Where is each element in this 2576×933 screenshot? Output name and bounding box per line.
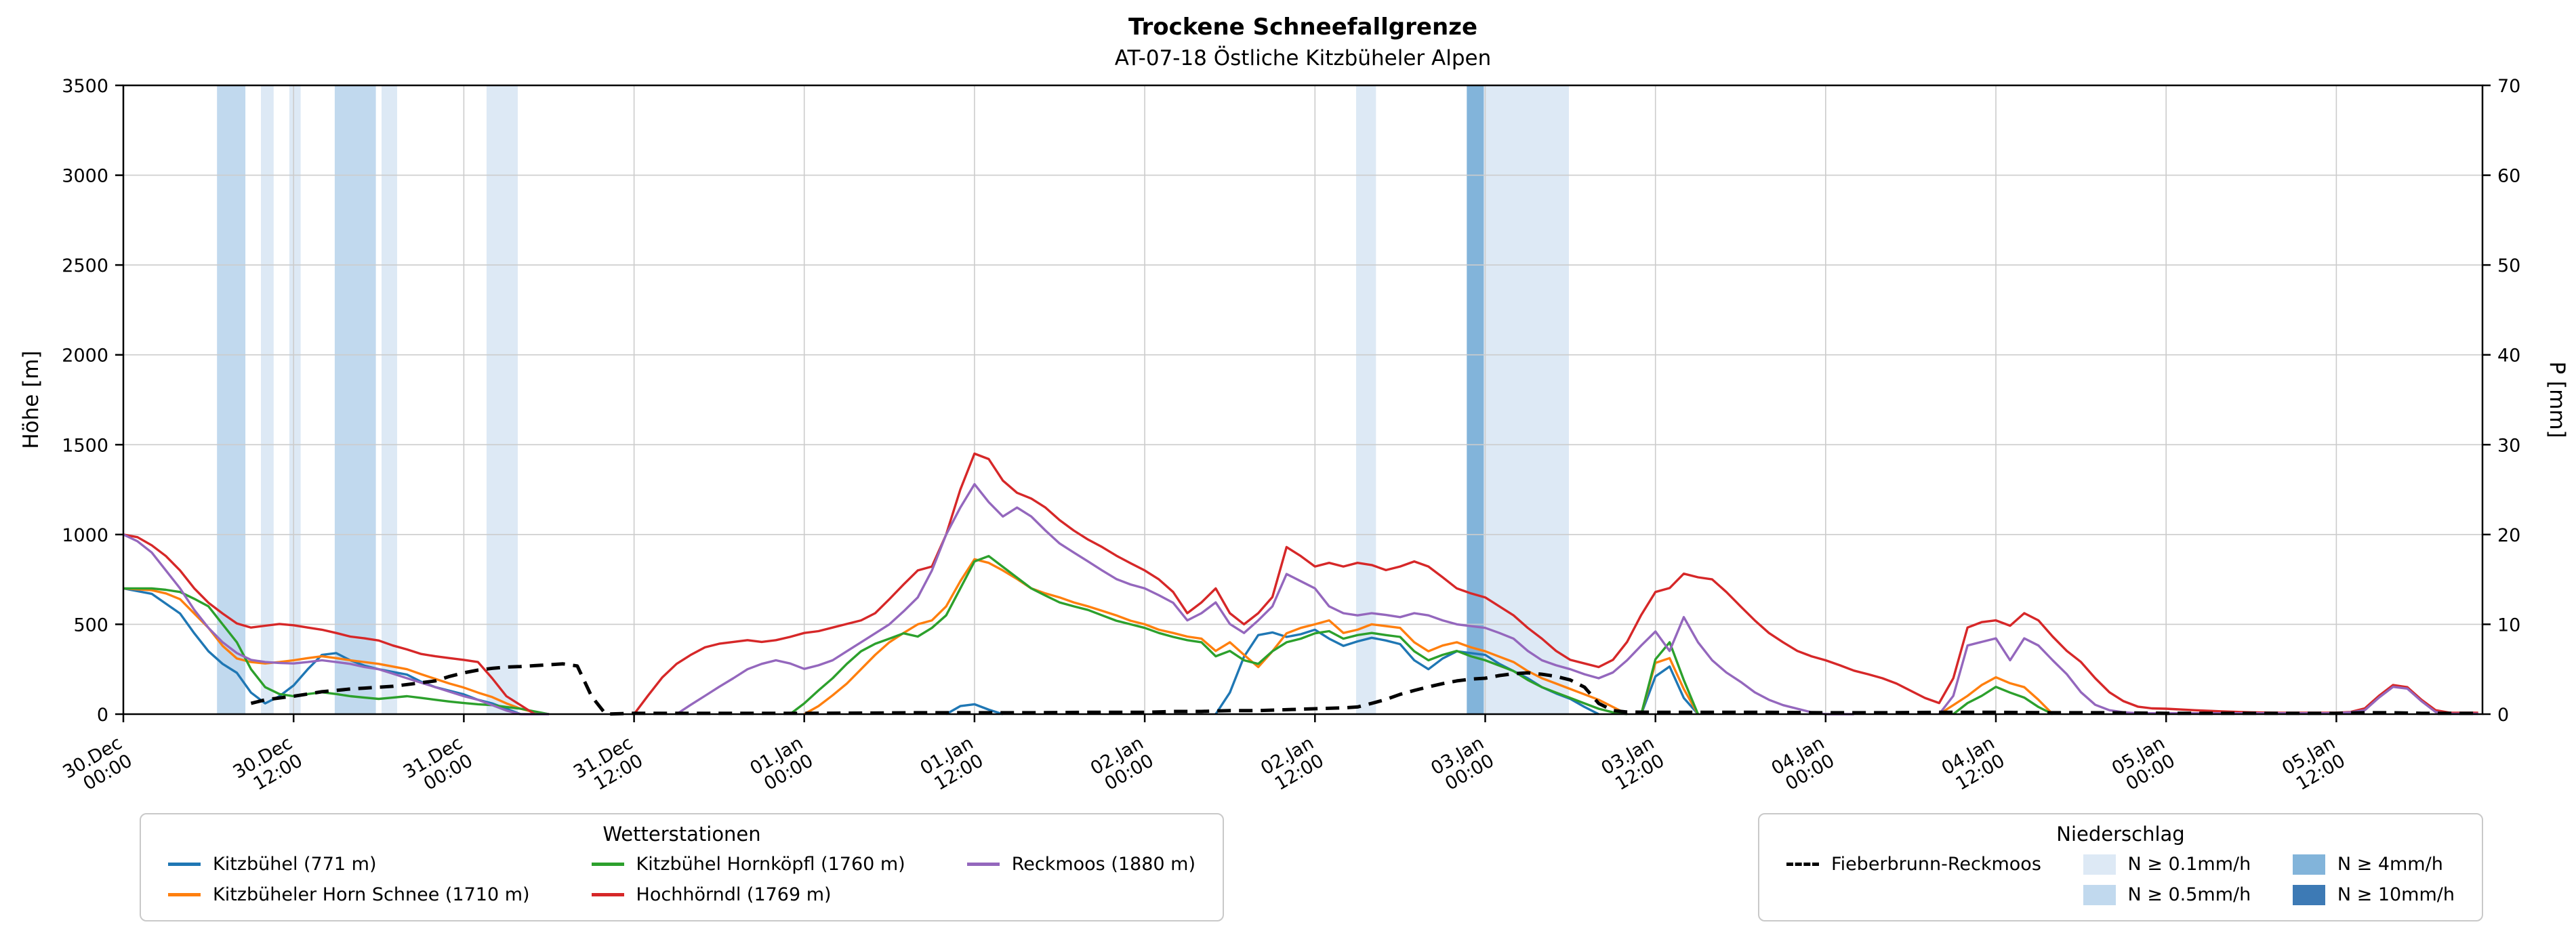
y-tick-label-left: 3500 <box>62 76 108 97</box>
y-tick-label-right: 70 <box>2497 76 2520 97</box>
plot-frame <box>122 84 2484 716</box>
legend-item-reckmoos: Reckmoos (1880 m) <box>966 854 1195 875</box>
x-tick-label: 04.Jan12:00 <box>1938 732 2009 797</box>
precip-legend-col-3: N ≥ 4mm/h N ≥ 10mm/h <box>2292 854 2455 905</box>
legend-item-label: N ≥ 4mm/h <box>2337 854 2443 875</box>
dashed-line-swatch <box>1786 863 1819 866</box>
line-swatch <box>591 893 624 896</box>
line-swatch <box>966 863 1000 866</box>
y-tick-label-left: 2000 <box>62 346 108 367</box>
precip-legend: Niederschlag Fieberbrunn-Reckmoos N ≥ 0.… <box>1758 813 2483 921</box>
x-tick-label: 03.Jan00:00 <box>1427 732 1498 797</box>
stations-legend-col-3: Reckmoos (1880 m) <box>966 854 1195 875</box>
y-tick-label-left: 2500 <box>62 255 108 276</box>
precip-band <box>217 85 246 714</box>
legend-item-label: Fieberbrunn-Reckmoos <box>1831 854 2041 875</box>
legend-item-precip-01: N ≥ 0.1mm/h <box>2083 854 2251 875</box>
y-tick-label-right: 20 <box>2497 525 2520 546</box>
precip-patch-swatch <box>2083 854 2116 875</box>
precip-legend-col-1: Fieberbrunn-Reckmoos <box>1786 854 2041 875</box>
plot-area: 30.Dec00:00 30.Dec12:00 31.Dec00:00 31.Dec1… <box>19 76 2569 800</box>
x-tick-label: 04.Jan00:00 <box>1768 732 1839 797</box>
y-tick-label-right: 30 <box>2497 435 2520 456</box>
x-tick-label: 30.Dec12:00 <box>230 732 306 800</box>
precip-patch-swatch <box>2292 854 2325 875</box>
y-tick-label-right: 0 <box>2497 705 2509 726</box>
x-tick-label: 05.Jan12:00 <box>2278 732 2349 797</box>
x-tick-label: 01.Jan00:00 <box>746 732 817 797</box>
y-tick-label-left: 0 <box>97 705 108 726</box>
x-tick-label: 02.Jan12:00 <box>1257 732 1328 797</box>
chart-title: Trockene Schneefallgrenze <box>1128 14 1478 41</box>
x-tick-label: 31.Dec00:00 <box>400 732 476 800</box>
precip-band <box>1356 85 1376 714</box>
y-tick-label-left: 1000 <box>62 525 108 546</box>
precip-band <box>382 85 397 714</box>
legend-item-hochhoerndl: Hochhörndl (1769 m) <box>591 884 905 905</box>
precip-band <box>486 85 518 714</box>
y-tick-label-right: 40 <box>2497 346 2520 367</box>
stations-legend-col-1: Kitzbühel (771 m) Kitzbüheler Horn Schne… <box>168 854 530 905</box>
precip-patch-swatch <box>2083 884 2116 905</box>
y-tick-label-left: 500 <box>73 615 108 636</box>
line-swatch <box>168 893 201 896</box>
legend-item-label: Kitzbüheler Horn Schnee (1710 m) <box>213 884 530 905</box>
legend-item-fieberbrunn-reckmoos: Fieberbrunn-Reckmoos <box>1786 854 2041 875</box>
stations-legend-columns: Kitzbühel (771 m) Kitzbüheler Horn Schne… <box>168 854 1195 905</box>
line-swatch <box>591 863 624 866</box>
line-swatch <box>168 863 201 866</box>
precip-patch-swatch <box>2292 884 2325 905</box>
legend-item-label: Kitzbühel Hornköpfl (1760 m) <box>636 854 905 875</box>
precip-band <box>261 85 274 714</box>
series-fieberbrunn-reckmoos <box>250 662 2478 716</box>
legend-item-label: Hochhörndl (1769 m) <box>636 884 832 905</box>
precip-band <box>1467 85 1484 714</box>
legend-item-precip-05: N ≥ 0.5mm/h <box>2083 884 2251 905</box>
x-tick-label: 02.Jan00:00 <box>1087 732 1158 797</box>
chart-subtitle: AT-07-18 Östliche Kitzbüheler Alpen <box>1114 46 1492 70</box>
y-axis-label-right: P [mm] <box>2545 361 2569 438</box>
legend-item-precip-4: N ≥ 4mm/h <box>2292 854 2455 875</box>
legend-item-label: Kitzbühel (771 m) <box>213 854 377 875</box>
legend-item-kitzbuehel-hornkoepfl: Kitzbühel Hornköpfl (1760 m) <box>591 854 905 875</box>
series-kitzbuehel <box>123 587 1699 716</box>
y-tick-label-left: 1500 <box>62 435 108 456</box>
legend-item-kitzbueheler-horn-schnee: Kitzbüheler Horn Schnee (1710 m) <box>168 884 530 905</box>
precip-legend-title: Niederschlag <box>2056 823 2185 846</box>
y-tick-label-right: 60 <box>2497 166 2520 187</box>
legend-item-kitzbuehel: Kitzbühel (771 m) <box>168 854 530 875</box>
precip-band <box>334 85 376 714</box>
x-tick-label: 01.Jan12:00 <box>917 732 987 797</box>
legend-item-precip-10: N ≥ 10mm/h <box>2292 884 2455 905</box>
precip-band <box>1484 85 1569 714</box>
series-kitzbueheler-horn-schnee <box>123 558 2054 716</box>
y-tick-label-right: 50 <box>2497 255 2520 276</box>
legend-item-label: N ≥ 0.5mm/h <box>2127 884 2251 905</box>
x-tick-label: 03.Jan12:00 <box>1597 732 1668 797</box>
series-kitzbuehel-hornkoepfl <box>123 555 2053 716</box>
x-tick-label: 31.Dec12:00 <box>570 732 647 800</box>
legend-item-label: N ≥ 0.1mm/h <box>2127 854 2251 875</box>
stations-legend-col-2: Kitzbühel Hornköpfl (1760 m) Hochhörndl … <box>591 854 905 905</box>
y-tick-label-right: 10 <box>2497 615 2520 636</box>
x-tick-label: 30.Dec00:00 <box>60 732 136 800</box>
series-reckmoos <box>123 482 2478 716</box>
y-tick-label-left: 3000 <box>62 166 108 187</box>
stations-legend-title: Wetterstationen <box>602 823 761 846</box>
precip-legend-columns: Fieberbrunn-Reckmoos N ≥ 0.1mm/h N ≥ 0.5… <box>1786 854 2455 905</box>
x-tick-label: 05.Jan00:00 <box>2108 732 2179 797</box>
stations-legend: Wetterstationen Kitzbühel (771 m) Kitzbü… <box>140 813 1224 921</box>
legend-item-label: Reckmoos (1880 m) <box>1011 854 1195 875</box>
y-axis-label-left: Höhe [m] <box>19 350 43 449</box>
series-hochhoerndl <box>123 452 2478 716</box>
precip-legend-col-2: N ≥ 0.1mm/h N ≥ 0.5mm/h <box>2083 854 2251 905</box>
precip-band <box>289 85 301 714</box>
legend-item-label: N ≥ 10mm/h <box>2337 884 2455 905</box>
